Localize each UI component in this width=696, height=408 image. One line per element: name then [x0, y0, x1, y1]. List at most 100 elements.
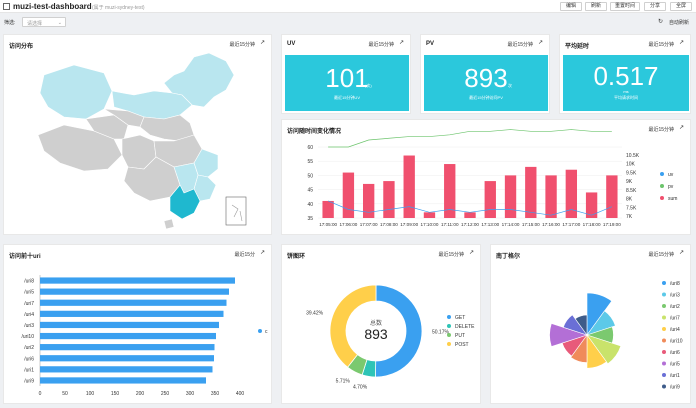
trend-card: 访问随时间变化情况 最近15分钟 ↗ 35 40 45 50 55 60 7K 7.5K 8K 8… — [281, 119, 691, 235]
legend-label: DELETE — [455, 324, 475, 330]
trend-bar — [362, 183, 375, 218]
top-uri-card: 访问前十uri 最近15分 ↗ 0 50 100 150 200 250 300 350 400… — [3, 244, 272, 404]
x-tick-label: 17:11:00 — [441, 222, 459, 227]
uv-stat-box: 101 (次) 最近15分钟UV — [285, 55, 409, 111]
uri-bar — [40, 344, 215, 351]
card-title: 平均延时 — [565, 44, 590, 50]
y2-tick-label: 8K — [626, 197, 633, 203]
y-tick-label: /uri10 — [21, 334, 34, 340]
chevron-down-icon: ⌄ — [57, 20, 62, 26]
card-title: 访问前十uri — [9, 254, 41, 260]
map-region-tibet — [37, 124, 123, 172]
map-region-hainan — [163, 218, 175, 230]
expand-icon[interactable]: ↗ — [468, 250, 474, 256]
pv-card: PV 最近15分钟 ↗ 893 次 最近15分钟访问PV — [420, 34, 550, 114]
time-range-label[interactable]: 最近15分钟 — [648, 252, 674, 258]
legend-label: c — [265, 329, 268, 335]
y2-tick-label: 10.5K — [626, 153, 640, 159]
card-title: PV — [426, 41, 435, 47]
latency-unit: ms — [623, 89, 629, 94]
trend-bar — [504, 175, 517, 218]
x-tick-label: 17:05:00 — [319, 222, 337, 227]
legend-label: /uri6 — [670, 350, 680, 356]
donut-slice — [375, 284, 423, 378]
expand-icon[interactable]: ↗ — [678, 125, 684, 131]
y-tick-label: 50 — [307, 173, 313, 179]
edit-button[interactable]: 编辑 — [560, 2, 582, 11]
map-card: 访问分布 最近15分钟 ↗ — [3, 34, 272, 235]
share-button[interactable]: 分享 — [644, 2, 666, 11]
latency-card: 平均延时 最近15分钟 ↗ 0.517 ms 平均请求时间 — [559, 34, 691, 114]
legend-marker — [662, 327, 666, 331]
card-title: UV — [287, 41, 296, 47]
x-tick-label: 17:15:00 — [522, 222, 540, 227]
rose-slice — [586, 334, 607, 369]
legend-label: /uri10 — [670, 339, 683, 345]
rose-chart[interactable]: /uri8/uri3/uri2/uri7/uri4/uri10/uri6/uri… — [491, 245, 692, 405]
y-tick-label: /uri7 — [24, 301, 34, 307]
expand-icon[interactable]: ↗ — [259, 250, 265, 256]
x-tick-label: 17:12:00 — [461, 222, 479, 227]
legend-label: /uri1 — [670, 373, 680, 379]
refresh-button[interactable]: 刷新 — [585, 2, 607, 11]
time-range-label[interactable]: 最近15分钟 — [648, 127, 674, 133]
uri-bar — [40, 332, 216, 340]
pv-value: 893 — [464, 63, 508, 93]
time-range-label[interactable]: 最近15分钟 — [648, 42, 674, 48]
y-tick-label: /uri9 — [24, 378, 34, 384]
trend-bar — [585, 192, 598, 218]
reset-time-button[interactable]: 重置时间 — [610, 2, 640, 11]
map-region-inner-mongolia — [111, 90, 193, 120]
trend-bar — [545, 175, 557, 218]
trend-bar — [484, 181, 496, 218]
expand-icon[interactable]: ↗ — [537, 40, 543, 46]
trend-bar — [525, 166, 537, 218]
expand-icon[interactable]: ↗ — [678, 250, 684, 256]
x-tick-label: 17:10:00 — [421, 222, 439, 227]
dashboard-icon — [3, 3, 10, 10]
legend-label: /uri8 — [670, 281, 680, 287]
y-tick-label: /uri4 — [24, 312, 34, 318]
uv-value: 101 — [325, 63, 369, 93]
x-tick-label: 17:16:00 — [542, 222, 560, 227]
x-tick-label: 150 — [111, 391, 120, 397]
trend-chart[interactable]: 35 40 45 50 55 60 7K 7.5K 8K 8.5K 9K 9.5K 10K 10.5K 17… — [282, 120, 692, 236]
legend-marker — [258, 329, 262, 333]
legend-marker — [447, 342, 451, 346]
y2-tick-label: 9.5K — [626, 170, 637, 176]
legend-label: /uri3 — [670, 293, 680, 299]
filter-select[interactable]: 请选择 ⌄ — [22, 17, 66, 27]
uri-bar — [40, 377, 206, 384]
y2-tick-label: 7.5K — [626, 205, 637, 211]
legend-marker — [662, 361, 666, 366]
top-uri-chart[interactable]: 0 50 100 150 200 250 300 350 400/uri8/uri5/uri7 /… — [4, 245, 273, 405]
y-tick-label: 55 — [307, 159, 313, 165]
rose-slice — [549, 323, 588, 347]
legend-marker — [662, 384, 666, 389]
fullscreen-button[interactable]: 全屏 — [670, 2, 692, 11]
legend-marker — [662, 304, 666, 308]
latency-caption: 平均请求时间 — [614, 95, 638, 100]
legend-marker — [662, 350, 666, 354]
y2-tick-label: 9K — [626, 179, 633, 185]
expand-icon[interactable]: ↗ — [678, 40, 684, 46]
time-range-label[interactable]: 最近15分钟 — [507, 42, 533, 48]
china-map[interactable] — [4, 35, 273, 236]
time-range-label[interactable]: 最近15分钟 — [368, 42, 394, 48]
auto-refresh-label[interactable]: 自动刷新 — [669, 20, 690, 26]
x-tick-label: 17:17:00 — [562, 222, 580, 227]
expand-icon[interactable]: ↗ — [398, 40, 404, 46]
x-tick-label: 17:19:00 — [603, 222, 621, 227]
time-range-label[interactable]: 最近15分钟 — [438, 252, 464, 258]
legend-marker — [662, 338, 666, 343]
pv-stat-box: 893 次 最近15分钟访问PV — [424, 55, 548, 111]
time-range-label[interactable]: 最近15分 — [234, 252, 255, 258]
time-range-label[interactable]: 最近15分钟 — [229, 42, 255, 48]
filter-placeholder: 请选择 — [27, 21, 43, 27]
x-tick-label: 17:18:00 — [583, 222, 601, 227]
refresh-icon[interactable]: ↻ — [658, 19, 664, 25]
legend-marker — [447, 333, 451, 337]
uri-bar — [40, 310, 224, 317]
expand-icon[interactable]: ↗ — [259, 40, 265, 46]
